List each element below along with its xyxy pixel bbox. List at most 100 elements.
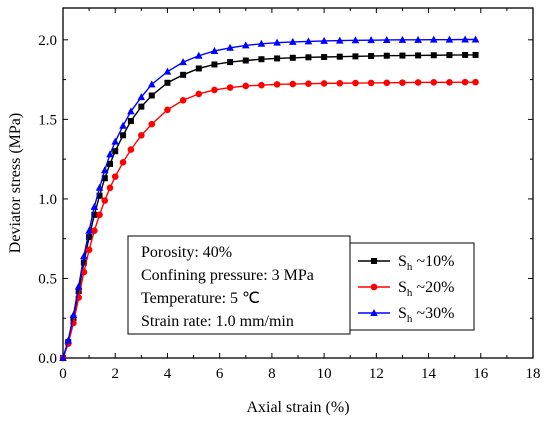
legend-label-sub: h <box>407 287 413 299</box>
data-point <box>120 132 127 139</box>
data-point <box>86 234 93 241</box>
data-point <box>414 79 422 86</box>
data-point <box>398 35 407 43</box>
data-point <box>119 159 127 166</box>
data-point <box>164 106 171 114</box>
data-point <box>461 35 469 43</box>
data-point <box>111 137 120 145</box>
data-point <box>382 35 391 43</box>
data-point <box>75 288 82 295</box>
series-layer <box>59 35 480 362</box>
data-point <box>137 93 146 101</box>
legend-marker <box>370 309 378 316</box>
data-point <box>85 246 93 254</box>
data-point <box>430 52 437 59</box>
data-point <box>194 51 203 59</box>
x-tick-label: 8 <box>268 366 276 382</box>
data-point <box>211 86 218 94</box>
annotation-frame <box>127 235 351 335</box>
data-point <box>273 38 281 46</box>
data-point <box>74 282 83 290</box>
data-point <box>148 120 156 128</box>
data-point <box>80 252 88 260</box>
data-point <box>180 71 187 78</box>
data-point <box>163 67 172 75</box>
data-point <box>289 80 297 88</box>
y-tick-label: 0.5 <box>38 271 57 287</box>
data-point <box>472 78 479 86</box>
x-tick-label: 16 <box>473 366 489 382</box>
data-point <box>471 35 480 43</box>
data-point <box>367 79 375 87</box>
x-axis: 0 2 4 6 8 10 12 14 16 18 <box>59 8 541 382</box>
series-3 <box>59 35 480 361</box>
legend-label-rest: ~10% <box>412 253 454 270</box>
data-point <box>107 160 113 167</box>
data-point <box>367 36 375 44</box>
legend-label: Sh ~20% <box>398 279 454 299</box>
data-point <box>446 52 453 59</box>
data-point <box>258 56 265 63</box>
legend-label-main: S <box>398 279 407 296</box>
data-point <box>101 175 108 182</box>
annotation-porosity: Porosity: 40% <box>141 244 232 261</box>
annotation-box: Porosity: 40% Confining pressure: 3 MPa … <box>127 235 351 335</box>
data-point <box>321 54 328 60</box>
data-point <box>164 79 171 86</box>
data-point <box>179 96 187 104</box>
legend-label-rest: ~20% <box>412 279 454 296</box>
data-point <box>352 79 359 87</box>
legend-label: Sh ~30% <box>398 305 454 325</box>
data-point <box>147 80 156 88</box>
data-point <box>273 81 281 88</box>
series-2 <box>59 78 479 362</box>
legend-label: Sh ~10% <box>398 253 454 273</box>
data-point <box>80 259 87 266</box>
data-point <box>96 192 103 199</box>
data-point <box>226 43 234 51</box>
data-point <box>96 211 103 219</box>
data-point <box>368 53 375 60</box>
data-point <box>111 173 119 180</box>
data-point <box>351 36 360 44</box>
data-point <box>100 166 109 174</box>
series-line <box>62 38 476 359</box>
legend-marker <box>371 258 377 264</box>
data-point <box>446 78 453 86</box>
x-tick-label: 10 <box>317 366 332 382</box>
legend: Sh ~10% Sh ~20% Sh ~30% <box>349 242 475 331</box>
data-point <box>258 81 265 89</box>
y-tick-label: 0.0 <box>38 351 57 367</box>
data-point <box>64 336 73 344</box>
data-point <box>335 36 344 44</box>
data-point <box>69 311 78 319</box>
data-point <box>127 107 135 115</box>
data-point <box>127 146 135 153</box>
data-point <box>472 51 479 58</box>
data-point <box>138 103 145 110</box>
x-axis-title: Axial strain (%) <box>246 399 349 416</box>
data-point <box>462 51 469 58</box>
data-point <box>241 41 250 49</box>
data-point <box>80 268 88 276</box>
data-point <box>195 65 202 72</box>
data-point <box>148 92 155 99</box>
data-point <box>210 46 219 54</box>
annotation-strain-rate: Strain rate: 1.0 mm/min <box>141 313 294 330</box>
legend-item-1: Sh ~10% <box>358 253 454 273</box>
legend-marker <box>370 283 378 291</box>
data-point <box>242 82 250 90</box>
data-point <box>195 90 203 98</box>
x-tick-label: 14 <box>421 366 437 382</box>
data-point <box>227 59 234 66</box>
x-tick-label: 12 <box>369 366 384 382</box>
data-point <box>106 184 114 192</box>
data-point <box>383 52 390 59</box>
data-point <box>119 121 127 129</box>
data-point <box>90 202 99 210</box>
data-point <box>383 79 391 87</box>
data-point <box>399 79 406 86</box>
data-point <box>211 61 218 68</box>
